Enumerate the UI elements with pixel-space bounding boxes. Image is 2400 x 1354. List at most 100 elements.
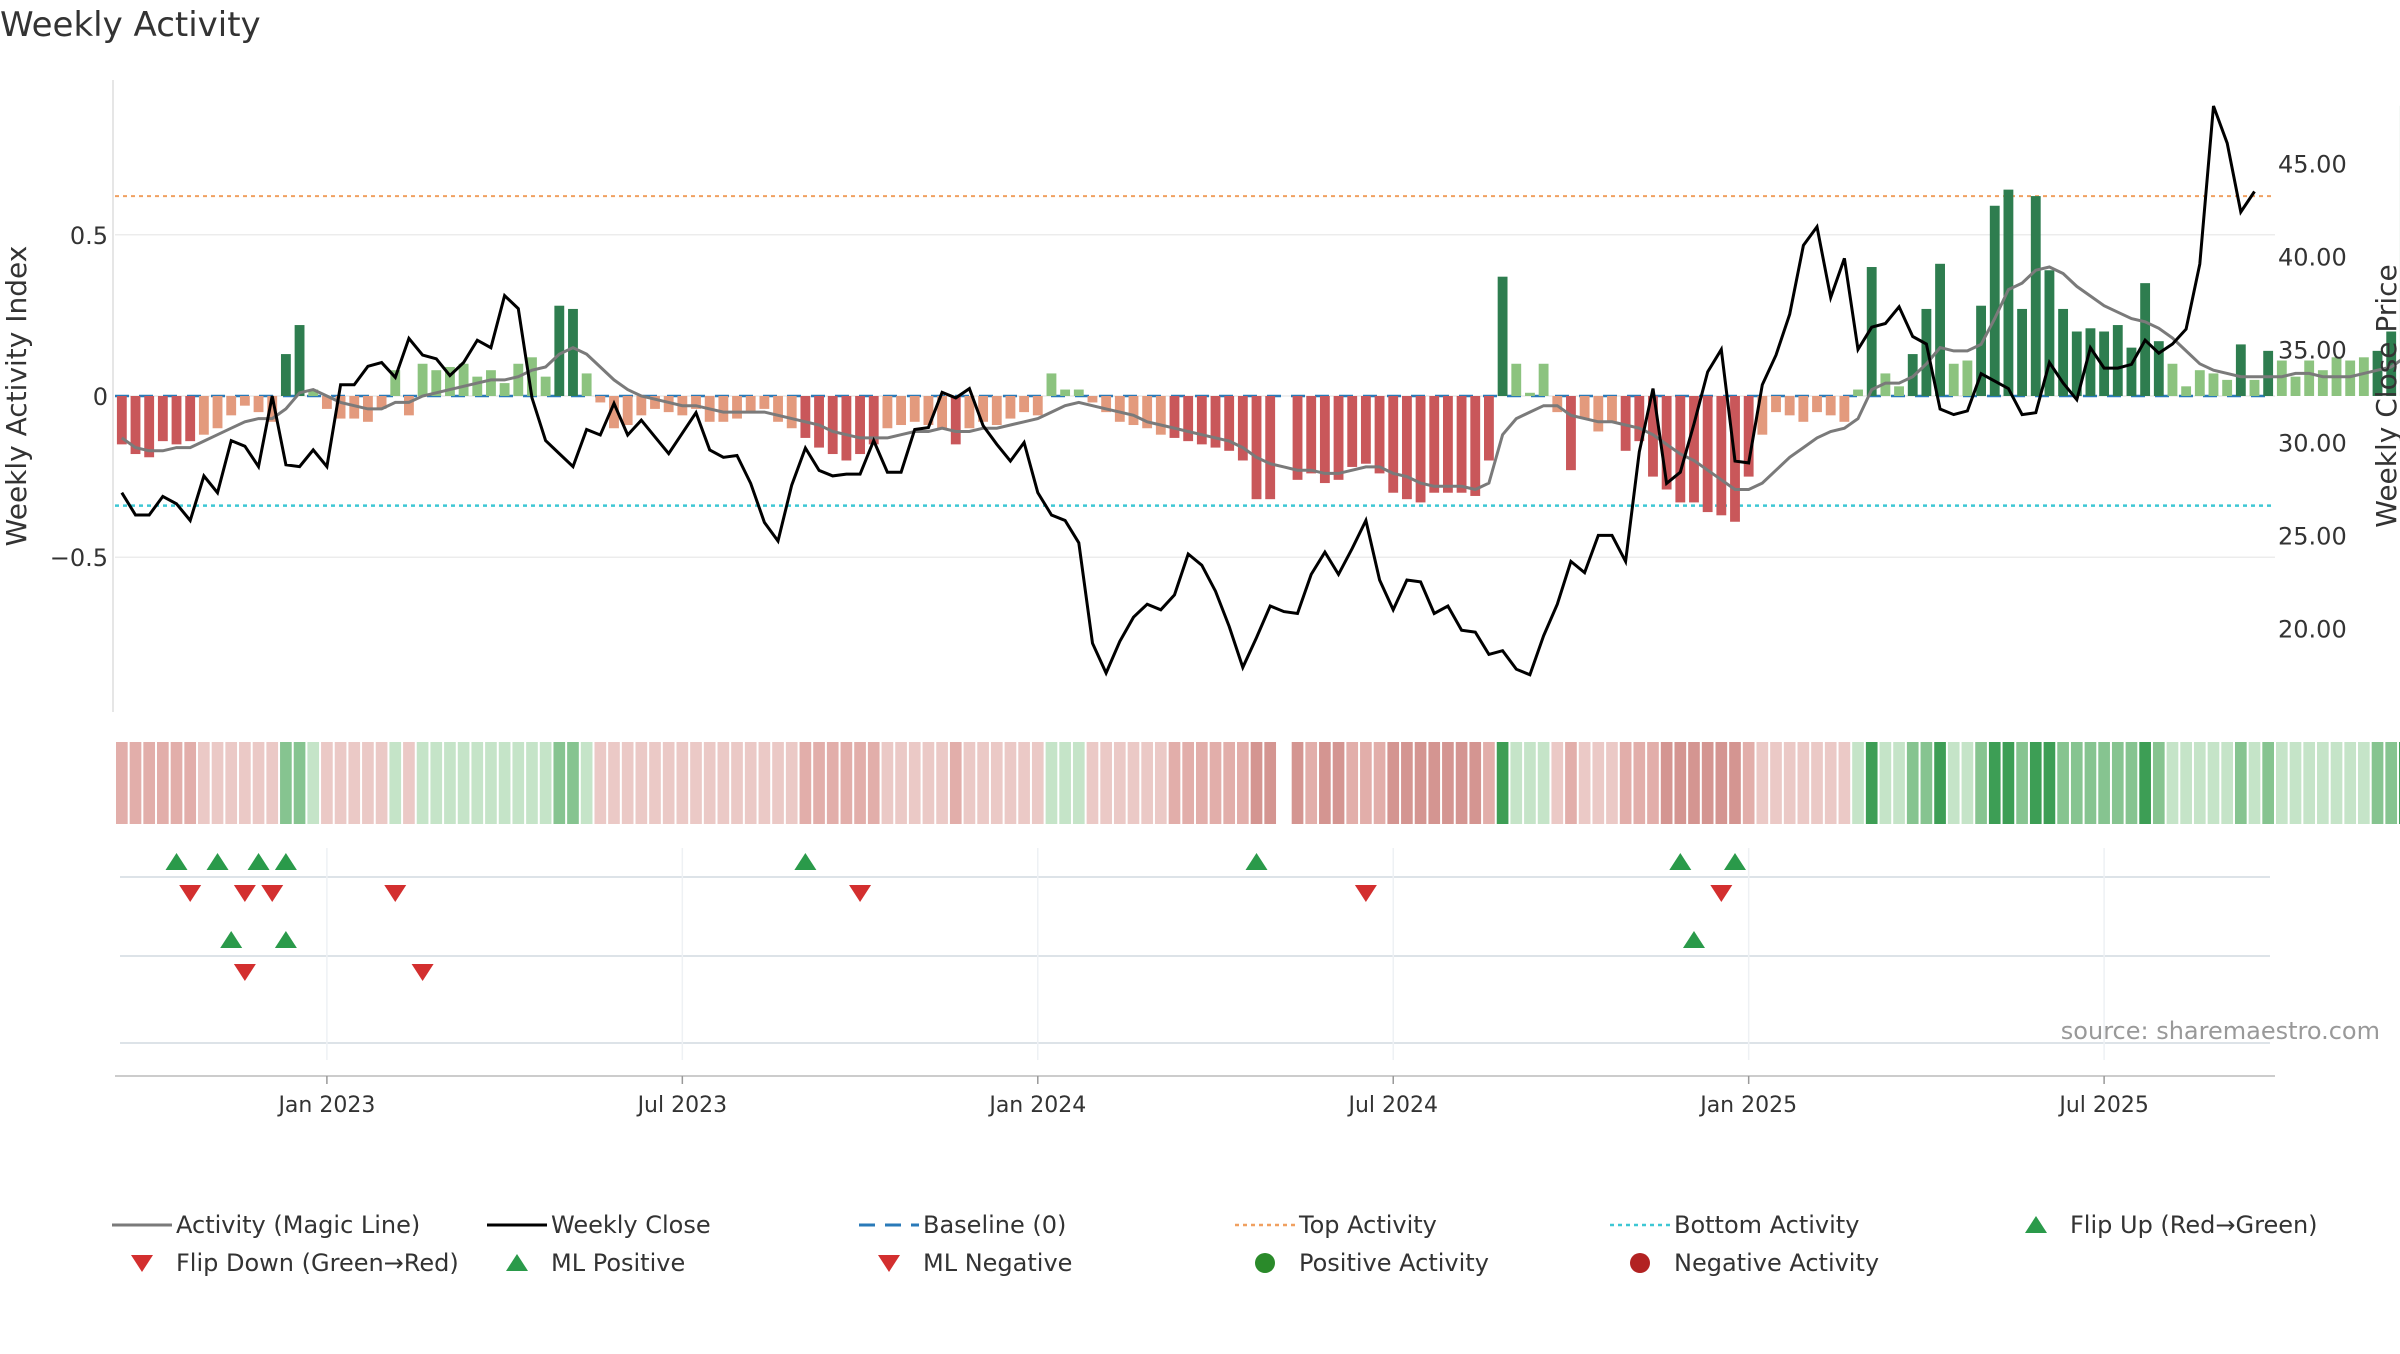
activity-bar	[1183, 396, 1193, 441]
heatmap-cell	[800, 742, 812, 824]
legend-item: Positive Activity	[1255, 1249, 1489, 1277]
legend-item: Activity (Magic Line)	[112, 1211, 420, 1239]
activity-bar	[1388, 396, 1398, 493]
heatmap-cell	[2372, 742, 2384, 824]
activity-bar	[1607, 396, 1617, 422]
activity-bar	[1265, 396, 1275, 499]
heatmap-cell	[198, 742, 210, 824]
heatmap-cell	[1114, 742, 1126, 824]
heatmap-cell	[430, 742, 442, 824]
activity-bar	[855, 396, 865, 454]
activity-bar	[2359, 357, 2369, 396]
heatmap-cell	[2385, 742, 2397, 824]
heatmap-cell	[1565, 742, 1577, 824]
heatmap-cell	[266, 742, 278, 824]
flip-up-marker	[207, 853, 229, 870]
activity-bar	[2113, 325, 2123, 396]
heatmap-cell	[1633, 742, 1645, 824]
activity-bar	[992, 396, 1002, 425]
activity-bar	[2345, 361, 2355, 396]
heatmap-cell	[1948, 742, 1960, 824]
heatmap-cell	[2344, 742, 2356, 824]
heatmap-cell	[718, 742, 730, 824]
heatmap-cell	[1251, 742, 1263, 824]
x-tick-label: Jan 2024	[987, 1093, 1086, 1118]
heatmap-cell	[690, 742, 702, 824]
legend-swatch-triangle-down	[878, 1255, 900, 1272]
y-left-tick-label: −0.5	[50, 544, 108, 572]
heatmap-cell	[1579, 742, 1591, 824]
activity-bar	[1716, 396, 1726, 515]
activity-bar	[1853, 390, 1863, 396]
activity-bar	[896, 396, 906, 425]
heatmap-cell	[2262, 742, 2274, 824]
heatmap-cell	[1428, 742, 1440, 824]
activity-bar	[1047, 373, 1057, 396]
heatmap-cell	[567, 742, 579, 824]
heatmap-cell	[1510, 742, 1522, 824]
heatmap-cell	[2303, 742, 2315, 824]
activity-bar	[418, 364, 428, 396]
activity-bar	[2318, 370, 2328, 396]
heatmap-cell	[677, 742, 689, 824]
heatmap-cell	[895, 742, 907, 824]
activity-bar	[500, 383, 510, 396]
activity-bar	[1361, 396, 1371, 464]
heatmap-cell	[1387, 742, 1399, 824]
y-left-tick-label: 0.5	[70, 222, 108, 250]
heatmap-cell	[1661, 742, 1673, 824]
activity-bar	[240, 396, 250, 406]
heatmap-cell	[1046, 742, 1058, 824]
heatmap-cell	[2112, 742, 2124, 824]
heatmap-cell	[2208, 742, 2220, 824]
heatmap-cell	[936, 742, 948, 824]
heatmap-cell	[1360, 742, 1372, 824]
flip-down-marker	[179, 885, 201, 902]
activity-bar	[1511, 364, 1521, 396]
heatmap-cell	[1210, 742, 1222, 824]
heatmap-cell	[1729, 742, 1741, 824]
heatmap-cell	[1087, 742, 1099, 824]
activity-bar	[2250, 380, 2260, 396]
activity-bar	[1921, 309, 1931, 396]
legend-item: ML Positive	[506, 1249, 685, 1277]
activity-bar	[1375, 396, 1385, 473]
heatmap-cell	[307, 742, 319, 824]
activity-bar	[1252, 396, 1262, 499]
activity-bar	[1416, 396, 1426, 502]
heatmap-cell	[2098, 742, 2110, 824]
activity-bar	[541, 377, 551, 396]
activity-bar	[1170, 396, 1180, 438]
heatmap-cell	[649, 742, 661, 824]
heatmap-cell	[171, 742, 183, 824]
activity-bar	[787, 396, 797, 428]
activity-bar	[226, 396, 236, 415]
flip-markers-panel	[120, 848, 2270, 1060]
activity-bar	[1006, 396, 1016, 419]
heatmap-cell	[1839, 742, 1851, 824]
ml-positive-marker	[275, 931, 297, 948]
activity-bar	[199, 396, 209, 435]
flip-up-marker	[166, 853, 188, 870]
heatmap-cell	[403, 742, 415, 824]
heatmap-cell	[1852, 742, 1864, 824]
heatmap-cell	[1757, 742, 1769, 824]
activity-bar	[1839, 396, 1849, 422]
heatmap-cell	[444, 742, 456, 824]
activity-bar	[800, 396, 810, 438]
heatmap-cell	[841, 742, 853, 824]
activity-bar	[841, 396, 851, 460]
heatmap-cell	[362, 742, 374, 824]
legend-swatch-triangle-up	[506, 1254, 528, 1271]
legend-label: ML Positive	[551, 1249, 685, 1277]
activity-bar	[281, 354, 291, 396]
activity-bar	[582, 373, 592, 396]
heatmap-cell	[2276, 742, 2288, 824]
activity-bar	[1771, 396, 1781, 412]
activity-bar	[1990, 206, 2000, 396]
flip-up-marker	[248, 853, 270, 870]
heatmap-cell	[1128, 742, 1140, 824]
flip-up-marker	[794, 853, 816, 870]
heatmap-cell	[348, 742, 360, 824]
activity-bar	[1935, 264, 1945, 396]
